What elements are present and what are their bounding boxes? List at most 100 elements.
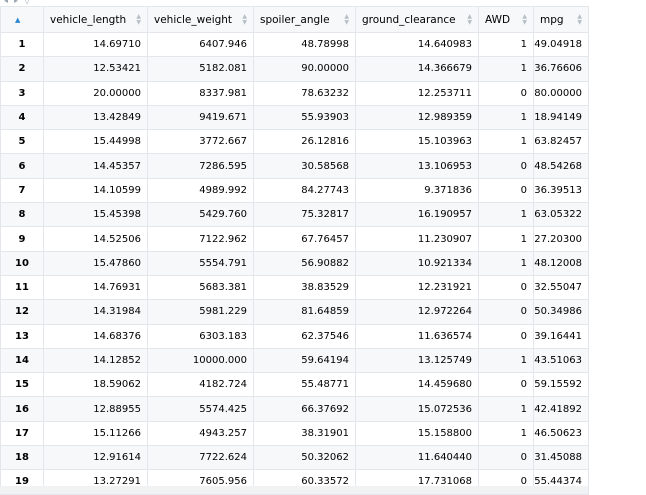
table-row: 14 14.12852 10000.000 59.64194 13.125749 1 43.… [0, 347, 589, 374]
table-cell: 12.231921 [355, 274, 479, 301]
sort-icon: ▲ ▼ [577, 13, 582, 26]
table-row: 18 12.91614 7722.624 50.32062 11.640440 0 31.4… [0, 445, 589, 471]
row-index-header[interactable]: ▲ [0, 6, 44, 33]
table-cell: 78.63232 [253, 80, 356, 106]
table-cell: 5554.791 [147, 250, 254, 276]
table-cell: 14.52506 [43, 226, 148, 252]
table-cell: 43.51063 [533, 347, 589, 374]
table-cell: 11.230907 [355, 226, 479, 252]
table-cell: 16.190957 [355, 202, 479, 228]
row-number: 1 [0, 31, 44, 58]
table-cell: 1 [478, 420, 534, 447]
table-cell: 13.125749 [355, 347, 479, 374]
table-cell: 6407.946 [147, 31, 254, 58]
data-viewer-grid: ▲ vehicle_length ▲ ▼ vehicle_weight ▲ ▼ spoi… [0, 6, 589, 495]
table-cell: 38.31901 [253, 420, 356, 447]
table-cell: 36.76606 [533, 56, 589, 82]
table-cell: 14.69710 [43, 31, 148, 58]
row-number: 16 [0, 396, 44, 422]
table-cell: 1 [478, 202, 534, 228]
table-cell: 9419.671 [147, 104, 254, 131]
table-cell: 1 [478, 56, 534, 82]
table-cell: 59.15592 [533, 372, 589, 398]
table-cell: 14.640983 [355, 31, 479, 58]
table-cell: 13.42849 [43, 104, 148, 131]
sort-ascending-icon: ▲ [15, 16, 21, 24]
table-cell: 63.82457 [533, 129, 589, 155]
table-cell: 75.32817 [253, 202, 356, 228]
row-number: 2 [0, 56, 44, 82]
filter-icon[interactable]: ▽ [24, 0, 31, 5]
table-body: 1 14.69710 6407.946 48.78998 14.640983 1 49.04… [0, 31, 589, 495]
table-cell: 26.12816 [253, 129, 356, 155]
table-cell: 14.76931 [43, 274, 148, 301]
table-cell: 11.636574 [355, 323, 479, 349]
table-cell: 3772.667 [147, 129, 254, 155]
table-cell: 81.64859 [253, 299, 356, 325]
column-header-awd[interactable]: AWD ▲ ▼ [478, 6, 534, 33]
table-cell: 15.44998 [43, 129, 148, 155]
table-row: 10 15.47860 5554.791 56.90882 10.921334 1 48.1… [0, 250, 589, 276]
table-cell: 14.10599 [43, 177, 148, 204]
column-header-vehicle-weight[interactable]: vehicle_weight ▲ ▼ [147, 6, 254, 33]
table-cell: 14.12852 [43, 347, 148, 374]
row-number: 17 [0, 420, 44, 447]
table-cell: 0 [478, 372, 534, 398]
table-cell: 55.48771 [253, 372, 356, 398]
row-number: 7 [0, 177, 44, 204]
table-cell: 80.00000 [533, 80, 589, 106]
table-cell: 56.90882 [253, 250, 356, 276]
table-cell: 0 [478, 445, 534, 471]
row-number: 10 [0, 250, 44, 276]
table-cell: 4943.257 [147, 420, 254, 447]
table-cell: 84.27743 [253, 177, 356, 204]
table-cell: 50.34986 [533, 299, 589, 325]
table-row: 6 14.45357 7286.595 30.58568 13.106953 0 48.54… [0, 153, 589, 179]
table-cell: 90.00000 [253, 56, 356, 82]
data-table: ▲ vehicle_length ▲ ▼ vehicle_weight ▲ ▼ spoi… [0, 6, 589, 495]
table-cell: 36.39513 [533, 177, 589, 204]
table-cell: 38.83529 [253, 274, 356, 301]
table-cell: 12.91614 [43, 445, 148, 471]
table-row: 15 18.59062 4182.724 55.48771 14.459680 0 59.1… [0, 372, 589, 398]
row-number: 6 [0, 153, 44, 179]
table-cell: 48.78998 [253, 31, 356, 58]
table-cell: 20.00000 [43, 80, 148, 106]
table-row: 9 14.52506 7122.962 67.76457 11.230907 1 27.20… [0, 226, 589, 252]
viewer-toolbar-strip: ◂ ▸ ▽ [0, 0, 646, 5]
table-row: 4 13.42849 9419.671 55.93903 12.989359 1 18.94… [0, 104, 589, 131]
toolbar-icons: ◂ ▸ ▽ [4, 0, 30, 5]
table-cell: 1 [478, 226, 534, 252]
table-cell: 46.50623 [533, 420, 589, 447]
back-icon[interactable]: ◂ [4, 0, 9, 5]
table-cell: 48.54268 [533, 153, 589, 179]
table-row: 2 12.53421 5182.081 90.00000 14.366679 1 36.76… [0, 56, 589, 82]
table-row: 3 20.00000 8337.981 78.63232 12.253711 0 80.00… [0, 80, 589, 106]
column-header-ground-clearance[interactable]: ground_clearance ▲ ▼ [355, 6, 479, 33]
table-cell: 14.68376 [43, 323, 148, 349]
table-row: 7 14.10599 4989.992 84.27743 9.371836 0 36.395… [0, 177, 589, 204]
table-cell: 42.41892 [533, 396, 589, 422]
table-row: 1 14.69710 6407.946 48.78998 14.640983 1 49.04… [0, 31, 589, 58]
table-cell: 12.989359 [355, 104, 479, 131]
table-cell: 15.11266 [43, 420, 148, 447]
column-header-mpg[interactable]: mpg ▲ ▼ [533, 6, 589, 33]
column-header-vehicle-length[interactable]: vehicle_length ▲ ▼ [43, 6, 148, 33]
table-cell: 10000.000 [147, 347, 254, 374]
forward-icon[interactable]: ▸ [14, 0, 19, 5]
table-cell: 67.76457 [253, 226, 356, 252]
table-cell: 63.05322 [533, 202, 589, 228]
table-cell: 27.20300 [533, 226, 589, 252]
table-cell: 15.072536 [355, 396, 479, 422]
table-cell: 12.88955 [43, 396, 148, 422]
table-cell: 7286.595 [147, 153, 254, 179]
horizontal-scrollbar[interactable] [0, 486, 588, 494]
column-header-spoiler-angle[interactable]: spoiler_angle ▲ ▼ [253, 6, 356, 33]
table-cell: 13.106953 [355, 153, 479, 179]
table-cell: 0 [478, 299, 534, 325]
table-cell: 59.64194 [253, 347, 356, 374]
row-number: 18 [0, 445, 44, 471]
table-cell: 12.253711 [355, 80, 479, 106]
table-cell: 1 [478, 104, 534, 131]
table-row: 8 15.45398 5429.760 75.32817 16.190957 1 63.05… [0, 202, 589, 228]
